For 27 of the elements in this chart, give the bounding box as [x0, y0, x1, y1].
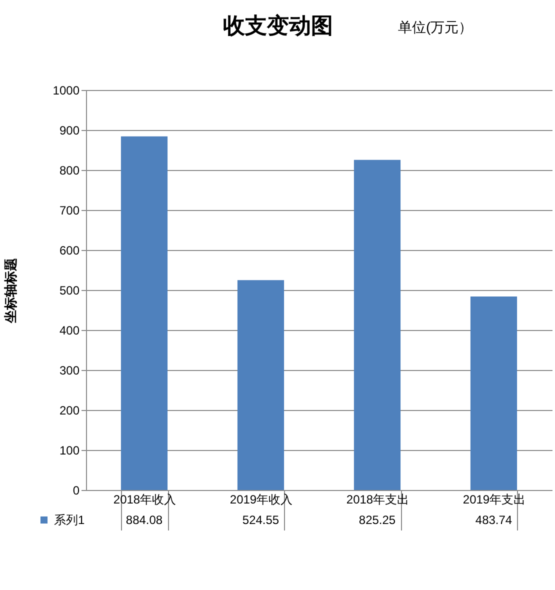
y-tick-label: 500	[59, 284, 80, 298]
bar	[120, 136, 168, 490]
data-label: 825.25	[358, 513, 396, 527]
x-tick-label: 2019年收入	[230, 492, 293, 506]
y-tick-label: 0	[72, 484, 80, 498]
data-label: 884.08	[126, 513, 163, 527]
chart-subtitle: 单位(万元）	[398, 19, 473, 35]
y-tick-label: 400	[59, 324, 80, 338]
x-tick-label: 2018年支出	[346, 492, 410, 506]
y-tick-label: 600	[59, 244, 80, 258]
legend-label: 系列1	[54, 513, 85, 527]
y-axis-title: 坐标轴标题	[2, 258, 18, 324]
data-label: 524.55	[242, 513, 280, 527]
y-tick-label: 800	[59, 164, 80, 178]
bar	[354, 160, 401, 490]
chart-title: 收支变动图	[223, 13, 333, 38]
y-tick-label: 700	[59, 204, 80, 218]
y-tick-label: 1000	[52, 84, 80, 98]
x-tick-label: 2019年支出	[462, 492, 526, 506]
y-tick-label: 200	[59, 404, 80, 418]
bar	[237, 280, 284, 490]
bar	[470, 296, 518, 490]
data-label: 483.74	[475, 513, 512, 527]
y-tick-label: 300	[59, 364, 80, 378]
y-tick-label: 100	[59, 444, 80, 458]
x-tick-label: 2018年收入	[113, 492, 176, 506]
y-tick-label: 900	[59, 124, 80, 138]
